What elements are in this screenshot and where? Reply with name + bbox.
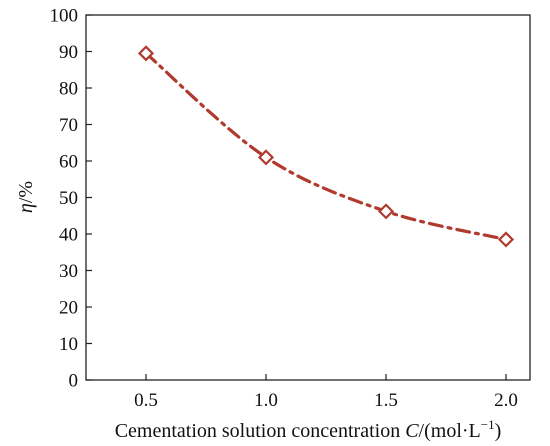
y-tick-label: 100: [50, 6, 79, 27]
y-tick-label: 20: [59, 298, 78, 319]
y-tick-label: 40: [59, 225, 78, 246]
data-point-marker: [377, 203, 395, 220]
y-axis-ticks: 0 10 20 30 40 50 60 70 80 90 100: [50, 6, 92, 392]
x-tick-label: 0.5: [134, 390, 158, 411]
y-tick-label: 60: [59, 152, 78, 173]
series-line: [144, 51, 508, 242]
y-tick-label: 50: [59, 188, 78, 209]
data-point-marker: [497, 231, 515, 248]
y-tick-label: 70: [59, 115, 78, 136]
y-tick-label: 30: [59, 261, 78, 282]
x-axis-title-prefix: Cementation solution concentration: [115, 420, 406, 442]
data-point-marker: [257, 149, 275, 166]
y-tick-label: 0: [69, 371, 79, 392]
series-layer: [137, 45, 515, 248]
x-tick-label: 1.0: [254, 390, 278, 411]
y-axis-unit: /%: [15, 181, 37, 203]
x-tick-label: 2.0: [494, 390, 518, 411]
x-tick-label: 1.5: [374, 390, 398, 411]
x-axis-unit-exponent: −1: [481, 417, 495, 432]
data-point-marker: [137, 45, 155, 62]
plot-frame: [85, 14, 531, 381]
y-tick-label: 80: [59, 79, 78, 100]
x-axis-variable: C: [405, 420, 419, 442]
y-axis-title: η/%: [15, 181, 37, 213]
x-axis-unit-close: ): [495, 420, 502, 442]
y-tick-label: 90: [59, 42, 78, 63]
x-axis-title: Cementation solution concentration C/(mo…: [115, 417, 502, 442]
y-tick-label: 10: [59, 334, 78, 355]
y-axis-variable: η: [15, 203, 37, 213]
x-axis-unit: /(mol·L: [419, 420, 481, 442]
x-axis-ticks: 0.5 1.0 1.5 2.0: [134, 374, 518, 411]
